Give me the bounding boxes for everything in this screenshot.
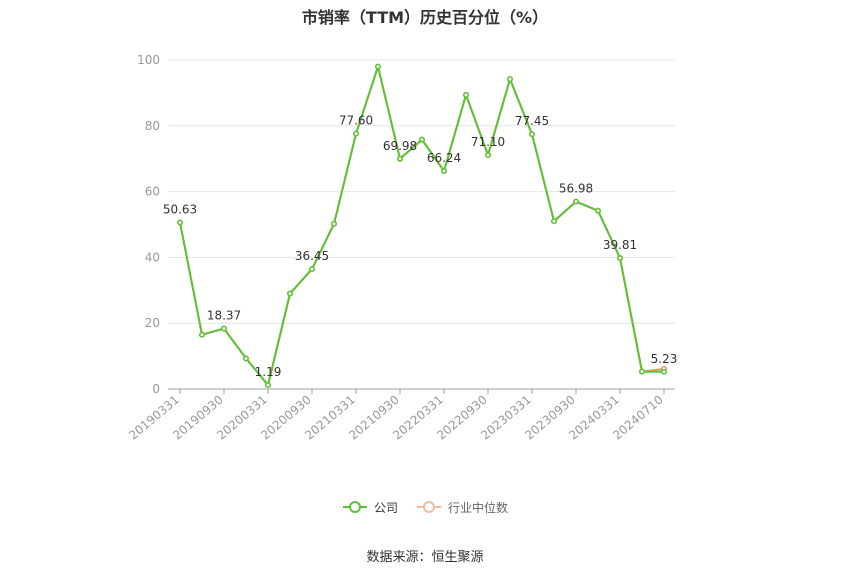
- company-point: [375, 63, 381, 70]
- y-tick-label: 80: [145, 119, 160, 133]
- company-point: [529, 131, 535, 138]
- company-point: [419, 136, 425, 143]
- company-point: [661, 368, 667, 375]
- y-tick-label: 0: [152, 382, 160, 396]
- chart-title: 市销率（TTM）历史百分位（%）: [301, 8, 549, 27]
- data-label: 1.19: [255, 365, 282, 379]
- company-point: [243, 355, 249, 362]
- company-series-line: [179, 65, 665, 387]
- data-labels: 50.63 18.37 1.19 36.45 77.60 69.98 66.24 71.10 7…: [163, 114, 678, 379]
- data-label: 39.81: [603, 238, 637, 252]
- company-point: [507, 76, 513, 83]
- legend-company-label: 公司: [373, 500, 398, 515]
- company-point: [397, 155, 403, 162]
- data-label: 77.60: [339, 114, 373, 128]
- data-label: 69.98: [383, 139, 417, 153]
- company-point: [573, 198, 579, 205]
- company-point: [309, 266, 315, 273]
- company-point: [221, 325, 227, 332]
- company-point: [485, 152, 491, 159]
- industry-series-line: [179, 65, 665, 387]
- company-point: [331, 220, 337, 227]
- data-label: 5.23: [651, 352, 678, 366]
- data-source: 数据来源：恒生聚源: [366, 550, 484, 565]
- y-tick-label: 40: [145, 250, 160, 264]
- company-point: [463, 91, 469, 98]
- data-label: 18.37: [207, 309, 241, 323]
- data-label: 77.45: [515, 114, 549, 128]
- y-tick-label: 60: [145, 185, 160, 199]
- company-point: [441, 168, 447, 175]
- company-point: [265, 382, 271, 389]
- data-label: 71.10: [471, 135, 505, 149]
- company-point: [639, 368, 645, 375]
- legend: 公司 行业中位数: [0, 497, 850, 517]
- data-label: 56.98: [559, 182, 593, 196]
- company-point: [199, 331, 205, 338]
- legend-company-marker-icon: [342, 501, 367, 513]
- company-point: [287, 290, 293, 297]
- legend-item-company[interactable]: 公司: [342, 499, 398, 516]
- data-label: 50.63: [163, 202, 197, 216]
- company-point: [353, 130, 359, 137]
- axes: 0204060801002019033120190930202003312020…: [126, 53, 675, 443]
- series-lines: [177, 63, 667, 389]
- grid-lines: [168, 59, 675, 324]
- company-point: [595, 207, 601, 214]
- legend-industry-label: 行业中位数: [448, 500, 509, 515]
- company-point: [551, 218, 557, 225]
- legend-industry-marker-icon: [417, 501, 441, 513]
- company-point: [617, 255, 623, 261]
- data-label: 66.24: [427, 151, 461, 165]
- y-tick-label: 100: [137, 53, 160, 67]
- y-tick-label: 20: [145, 316, 160, 330]
- legend-item-industry[interactable]: 行业中位数: [416, 499, 508, 516]
- company-point: [177, 219, 183, 226]
- data-label: 36.45: [295, 249, 329, 263]
